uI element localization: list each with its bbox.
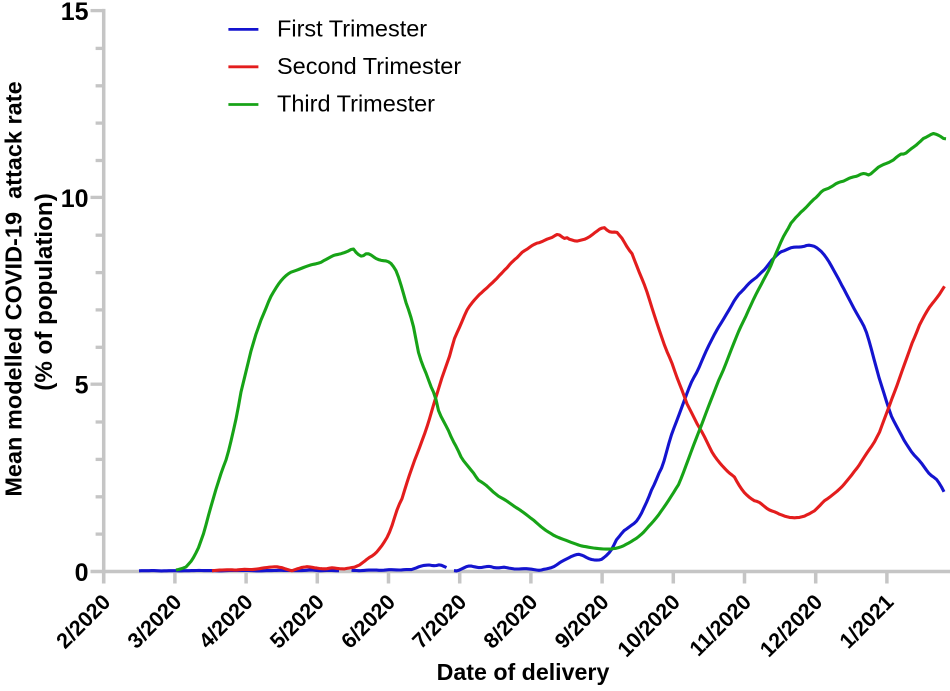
svg-text:(% of population): (% of population)	[31, 193, 58, 390]
svg-text:Second Trimester: Second Trimester	[277, 53, 461, 79]
svg-text:Date of delivery: Date of delivery	[437, 659, 610, 685]
svg-text:10: 10	[61, 185, 89, 213]
svg-text:15: 15	[61, 0, 89, 26]
svg-text:First Trimester: First Trimester	[277, 15, 427, 41]
svg-text:Mean modelled COVID-19 attack: Mean modelled COVID-19 attack rate	[1, 81, 27, 496]
svg-text:5: 5	[75, 372, 89, 400]
svg-text:Third Trimester: Third Trimester	[277, 91, 435, 117]
svg-text:0: 0	[75, 559, 89, 587]
